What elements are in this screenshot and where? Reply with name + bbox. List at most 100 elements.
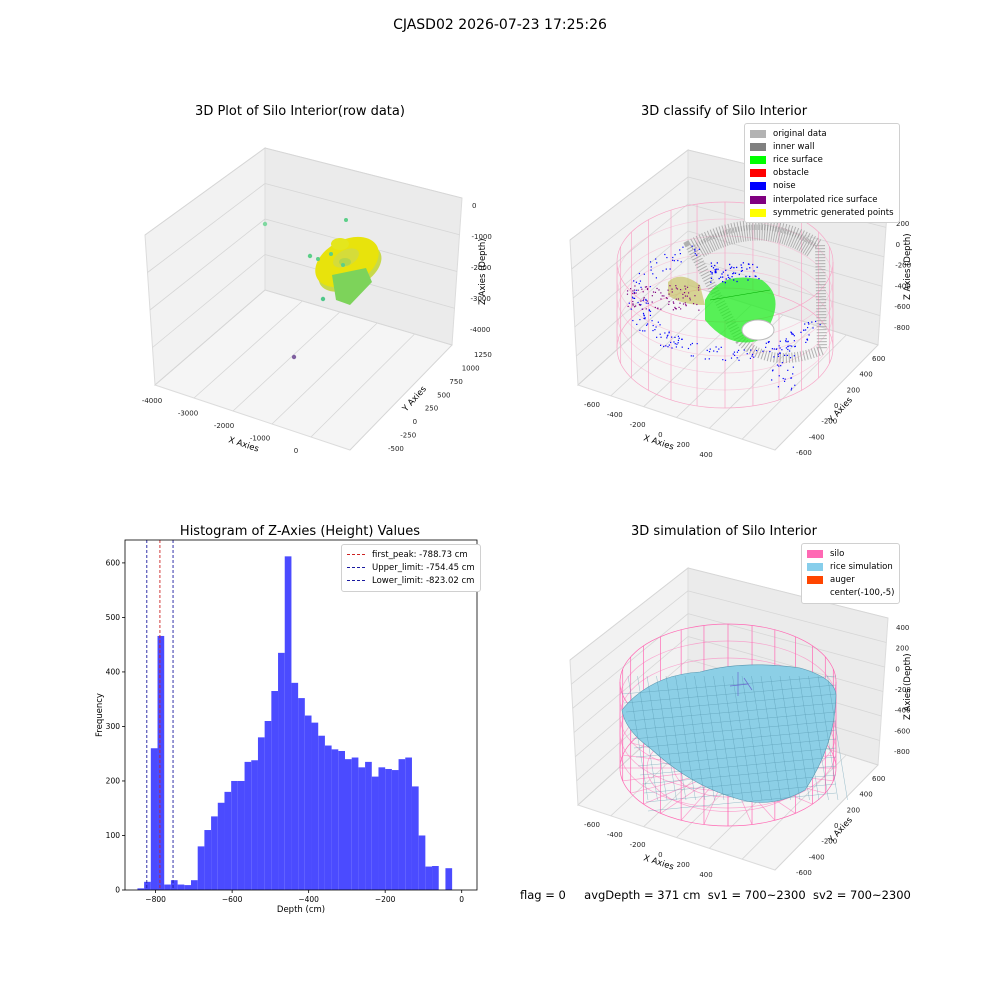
- z-tick-label: -1000: [472, 233, 492, 241]
- plot3-title: Histogram of Z-Axies (Height) Values: [179, 524, 421, 539]
- scatter-point: [320, 296, 326, 302]
- legend-label: rice surface: [773, 154, 823, 165]
- y-tick-label: 750: [449, 378, 462, 386]
- y-tick-label: 0: [834, 402, 838, 410]
- y-tick-label: -200: [821, 838, 837, 846]
- legend-entry: rice surface: [750, 153, 894, 166]
- histogram-bar: [191, 880, 198, 890]
- z-tick-label: -800: [894, 748, 910, 756]
- legend-swatch: [347, 580, 365, 582]
- histogram-bar: [391, 770, 399, 890]
- x-tick-label: -3000: [178, 410, 198, 418]
- legend-label: original data: [773, 128, 827, 139]
- legend-swatch: [750, 155, 766, 164]
- legend-entry: inner wall: [750, 140, 894, 153]
- histogram-bar: [150, 748, 158, 890]
- legend-entry: Upper_limit: -754.45 cm: [347, 561, 475, 574]
- histogram-bar: [197, 846, 205, 890]
- y-tick-label: 600: [872, 775, 885, 783]
- plot3-histogram: −800 −600 −400 −200 0 0 100 200 300 400 500 600 Dept…: [95, 539, 478, 915]
- y-tick-label: -600: [796, 449, 812, 457]
- histogram-bar: [298, 698, 305, 890]
- sv2-text: sv2 = 700~2300: [812, 888, 911, 902]
- scatter-point: [316, 257, 320, 261]
- histogram-bar: [164, 884, 171, 890]
- legend-entry: first_peak: -788.73 cm: [347, 548, 475, 561]
- scatter-point: [341, 263, 345, 267]
- legend-swatch: [807, 562, 823, 571]
- x-tick-label: 200: [677, 861, 690, 869]
- legend-label: noise: [773, 181, 796, 192]
- x-tick-label: −800: [145, 895, 166, 904]
- x-tick-label: -400: [607, 831, 623, 839]
- y-tick-label: 200: [847, 806, 860, 814]
- histogram-bar: [271, 691, 279, 890]
- plot2-noise-points: [628, 245, 821, 391]
- histogram-bar: [358, 767, 366, 890]
- x-axis-label: Depth (cm): [277, 905, 325, 915]
- flag-text: flag = 0: [520, 888, 566, 902]
- histogram-bar: [157, 635, 165, 890]
- histogram-bar: [264, 720, 272, 890]
- plot2-ylabel: Y Axies: [826, 395, 855, 426]
- histogram-bar: [398, 759, 406, 890]
- histogram-bar: [170, 880, 178, 890]
- y-tick-label: 1000: [462, 364, 480, 372]
- y-tick-label: -500: [388, 445, 404, 453]
- legend-label: silo: [830, 548, 845, 559]
- plot2-title: 3D classify of Silo Interior: [640, 104, 808, 119]
- histogram-bar: [371, 776, 379, 890]
- x-tick-label: -600: [584, 821, 600, 829]
- histogram-bar: [432, 866, 439, 890]
- z-tick-label: -2000: [471, 264, 491, 272]
- plot4-rice-surface: [621, 664, 848, 812]
- legend-label: obstacle: [773, 168, 809, 179]
- y-tick-label: -250: [400, 432, 416, 440]
- legend-label: inner wall: [773, 141, 815, 152]
- z-tick-label: -600: [894, 303, 910, 311]
- x-tick-label: -600: [584, 401, 600, 409]
- z-tick-label: -800: [894, 324, 910, 332]
- y-tick-label: 200: [106, 776, 121, 785]
- scatter-point: [329, 252, 333, 256]
- legend-entry: noise: [750, 180, 894, 193]
- y-tick-label: 1250: [474, 351, 492, 359]
- legend-entry: original data: [750, 127, 894, 140]
- histogram-bar: [311, 722, 319, 890]
- x-tick-label: 400: [699, 871, 712, 879]
- plot2-zlabel: Z Axies (Depth): [903, 233, 913, 300]
- plot2-interpolated-points: [626, 285, 700, 311]
- histogram-bar: [211, 816, 218, 890]
- legend-label: Lower_limit: -823.02 cm: [372, 575, 475, 586]
- legend-swatch: [750, 182, 766, 191]
- sv1-text: sv1 = 700~2300: [707, 888, 806, 902]
- avg-depth-text: avgDepth = 371 cm: [584, 888, 701, 902]
- histogram-bar: [351, 757, 359, 890]
- histogram-bar: [425, 866, 433, 890]
- histogram-bar: [184, 885, 191, 890]
- histogram-bar: [405, 757, 412, 890]
- y-tick-label: -200: [821, 418, 837, 426]
- z-tick-label: -400: [895, 707, 911, 715]
- legend-label: first_peak: -788.73 cm: [372, 549, 468, 560]
- histogram-bar: [345, 759, 352, 890]
- y-tick-label: -600: [796, 869, 812, 877]
- legend-label: auger: [830, 574, 855, 585]
- histogram-bar: [318, 735, 325, 890]
- histogram-bar: [224, 791, 232, 890]
- z-tick-label: 200: [896, 220, 909, 228]
- legend-swatch: [750, 169, 766, 178]
- x-tick-label: -4000: [142, 397, 162, 405]
- z-tick-label: -200: [895, 686, 911, 694]
- legend-swatch: [750, 142, 766, 151]
- z-tick-label: -3000: [471, 295, 491, 303]
- plot1-zlabel: Z Axies (Depth): [478, 238, 488, 305]
- histogram-bar: [177, 884, 185, 890]
- legend-swatch: [750, 129, 766, 138]
- y-tick-label: 400: [106, 667, 121, 676]
- histogram-bar: [217, 802, 225, 890]
- histogram-bar: [331, 749, 339, 890]
- y-tick-label: 200: [847, 386, 860, 394]
- x-tick-label: 0: [658, 851, 662, 859]
